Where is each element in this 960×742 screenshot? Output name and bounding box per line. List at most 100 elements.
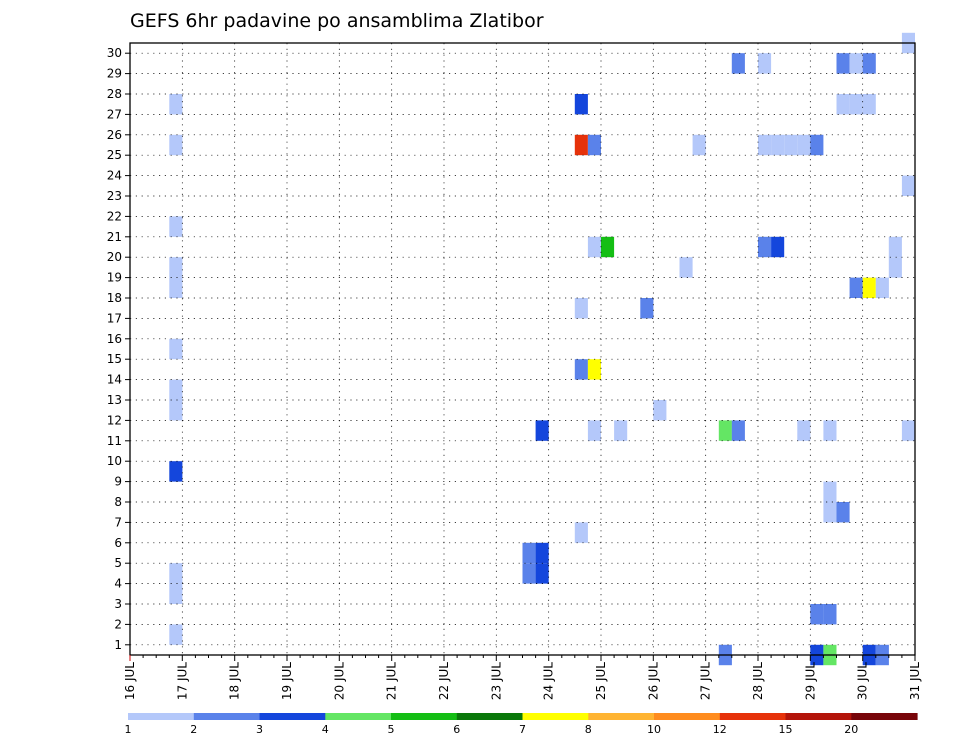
precip-cell [169,379,183,400]
y-tick-label: 16 [107,332,122,346]
legend-swatch [325,713,392,720]
legend-label: 7 [519,723,526,736]
precip-cell [849,94,863,115]
precip-cell [888,236,902,258]
y-tick-label: 3 [114,597,122,611]
precip-cell [862,53,876,74]
y-tick-label: 25 [107,148,122,162]
precip-cell [522,563,536,584]
precip-cell [169,257,183,278]
precip-cell [574,359,588,380]
legend-label: 3 [256,723,263,736]
y-tick-label: 20 [107,250,122,264]
precip-cell [587,236,601,258]
x-tick-label: 17 JUL [175,662,189,700]
x-tick-label: 19 JUL [280,662,294,700]
precip-cell [758,53,772,74]
x-tick-label: 27 JUL [699,662,713,700]
precip-cell [823,502,837,523]
y-tick-label: 26 [107,128,122,142]
precip-cell [810,604,824,625]
precip-cell [823,481,837,502]
y-tick-label: 29 [107,67,122,81]
precip-cell [169,461,183,482]
precip-cell [169,624,183,645]
x-tick-label: 18 JUL [228,662,242,700]
y-tick-label: 24 [107,169,122,183]
y-tick-label: 9 [114,475,122,489]
legend-label: 2 [190,723,197,736]
legend-label: 1 [125,723,132,736]
x-tick-label: 25 JUL [594,662,608,700]
y-tick-label: 8 [114,495,122,509]
legend-swatch [128,713,195,720]
precip-cell [587,420,601,441]
y-tick-label: 19 [107,271,122,285]
precip-cell [574,298,588,319]
precip-cell [169,94,183,115]
precip-cell [901,175,915,196]
precip-cell [836,94,850,115]
precip-cell [797,420,811,441]
precip-cell [614,420,628,441]
legend-label: 12 [713,723,727,736]
legend-swatch [456,713,524,720]
y-tick-label: 11 [107,434,122,448]
precip-cell [771,236,785,258]
y-axis: 1234567891011121314151617181920212223242… [107,46,130,652]
x-tick-label: 20 JUL [332,662,346,700]
x-tick-label: 21 JUL [385,662,399,700]
precip-cell [535,542,549,564]
y-tick-label: 17 [107,311,122,325]
y-tick-label: 13 [107,393,122,407]
legend-swatch [851,713,918,720]
legend-swatch [259,713,326,720]
precip-cell [731,420,745,441]
y-tick-label: 14 [107,373,122,387]
precip-cell [169,563,183,584]
x-tick-label: 29 JUL [803,662,817,700]
legend-label: 20 [844,723,858,736]
legend-label: 10 [647,723,661,736]
precip-cell [901,420,915,441]
legend-label: 15 [779,723,793,736]
precip-cell [601,236,615,258]
precip-cell [574,134,588,156]
precip-cell [169,277,183,298]
precip-cell [797,134,811,156]
y-tick-label: 22 [107,209,122,223]
legend-swatch [391,713,458,720]
x-tick-label: 31 JUL [908,662,922,700]
y-tick-label: 28 [107,87,122,101]
precip-cell [169,400,183,421]
precip-cell [169,583,183,604]
x-axis: 16 JUL 17 JUL 18 JUL 19 JUL 20 JUL 21 JUL 22 J… [123,655,922,700]
legend-swatch [193,713,261,720]
precip-cell [679,257,693,278]
precip-cell [888,257,902,278]
y-tick-label: 15 [107,352,122,366]
x-tick-label: 30 JUL [856,662,870,700]
precip-cell [653,400,667,421]
y-tick-label: 18 [107,291,122,305]
precip-cell [574,94,588,115]
y-tick-label: 2 [114,617,122,631]
legend-label: 6 [453,723,460,736]
legend-label: 4 [322,723,329,736]
y-tick-label: 10 [107,454,122,468]
legend-swatch [785,713,852,720]
precip-cell [640,298,654,319]
precip-cell [784,134,798,156]
x-tick-label: 26 JUL [646,662,660,700]
precip-cell [574,522,588,543]
precip-cell [862,94,876,115]
precip-cell [522,542,536,564]
precip-cell [169,338,183,360]
cells-layer [169,32,915,666]
precip-cell [535,563,549,584]
precip-cell [169,134,183,156]
precip-cell [587,134,601,156]
precip-cell [758,236,772,258]
precip-cell [771,134,785,156]
legend-label: 8 [585,723,592,736]
